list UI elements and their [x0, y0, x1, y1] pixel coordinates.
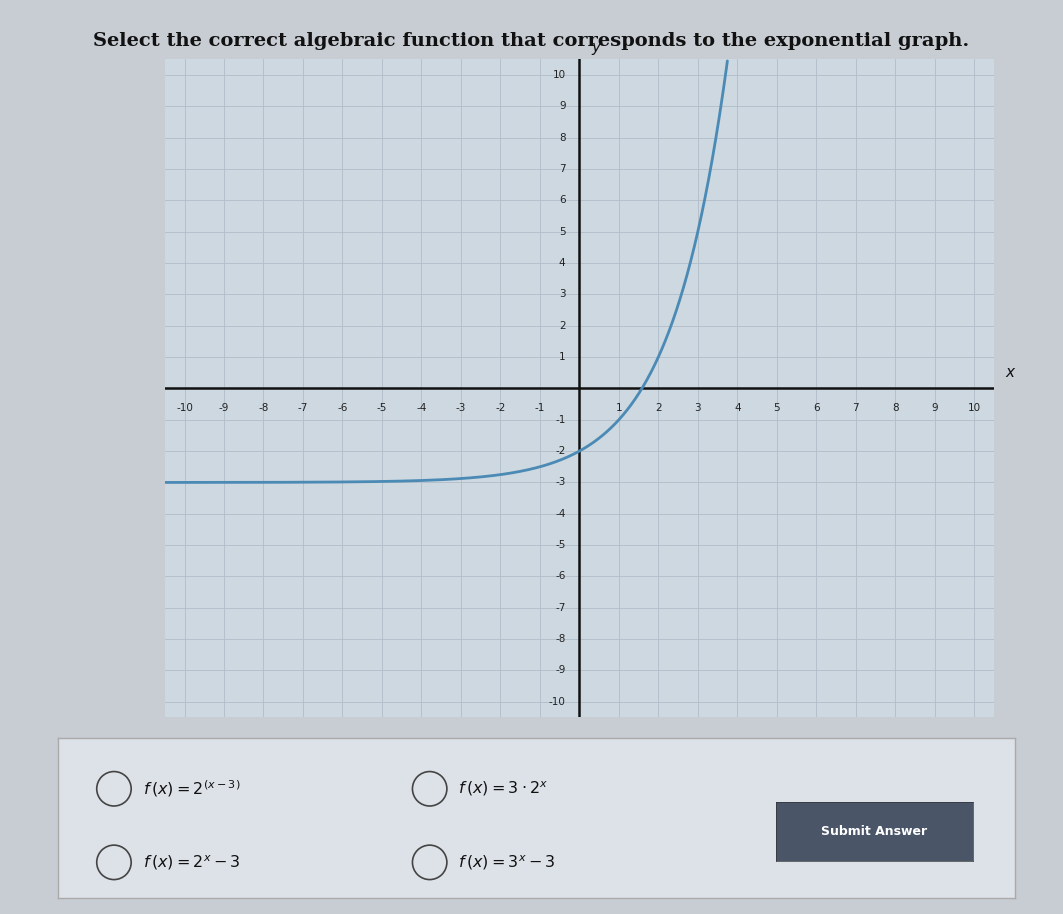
Text: Select the correct algebraic function that corresponds to the exponential graph.: Select the correct algebraic function th… [94, 32, 969, 50]
Text: -4: -4 [555, 509, 566, 519]
Text: 5: 5 [559, 227, 566, 237]
Text: 6: 6 [813, 402, 820, 412]
Text: -9: -9 [555, 665, 566, 675]
Text: -1: -1 [555, 415, 566, 425]
Text: -8: -8 [258, 402, 269, 412]
Text: -3: -3 [456, 402, 466, 412]
Text: 4: 4 [559, 258, 566, 268]
Text: $f\,(x) = 3 \cdot 2^x$: $f\,(x) = 3 \cdot 2^x$ [458, 780, 549, 798]
Text: -6: -6 [337, 402, 348, 412]
Text: -1: -1 [535, 402, 545, 412]
Text: 6: 6 [559, 196, 566, 206]
Text: -7: -7 [555, 603, 566, 612]
Text: 2: 2 [559, 321, 566, 331]
Text: 10: 10 [553, 70, 566, 80]
Text: -2: -2 [495, 402, 506, 412]
Text: -3: -3 [555, 477, 566, 487]
Text: -10: -10 [176, 402, 193, 412]
Text: 7: 7 [559, 165, 566, 174]
Text: 2: 2 [655, 402, 661, 412]
Text: $f\,(x) = 3^x - 3$: $f\,(x) = 3^x - 3$ [458, 853, 556, 872]
Text: 4: 4 [733, 402, 741, 412]
Text: Submit Answer: Submit Answer [822, 824, 927, 838]
Text: -5: -5 [376, 402, 387, 412]
Text: -6: -6 [555, 571, 566, 581]
Text: 3: 3 [694, 402, 702, 412]
Text: 9: 9 [931, 402, 938, 412]
Text: 1: 1 [615, 402, 622, 412]
Text: -7: -7 [298, 402, 308, 412]
Text: 10: 10 [967, 402, 981, 412]
Text: -5: -5 [555, 540, 566, 550]
Text: $f\,(x) = 2^x - 3$: $f\,(x) = 2^x - 3$ [142, 853, 240, 872]
Text: 8: 8 [892, 402, 898, 412]
Text: 3: 3 [559, 290, 566, 300]
Text: 8: 8 [559, 133, 566, 143]
Text: $f\,(x) = 2^{(x-3)}$: $f\,(x) = 2^{(x-3)}$ [142, 779, 240, 799]
Text: 5: 5 [774, 402, 780, 412]
Text: 7: 7 [853, 402, 859, 412]
Text: -4: -4 [417, 402, 426, 412]
Text: 1: 1 [559, 352, 566, 362]
Text: -2: -2 [555, 446, 566, 456]
Text: -8: -8 [555, 634, 566, 644]
Text: -10: -10 [549, 696, 566, 707]
Text: 9: 9 [559, 101, 566, 112]
Text: -9: -9 [219, 402, 230, 412]
Text: y: y [591, 39, 601, 55]
Text: x: x [1006, 366, 1015, 380]
